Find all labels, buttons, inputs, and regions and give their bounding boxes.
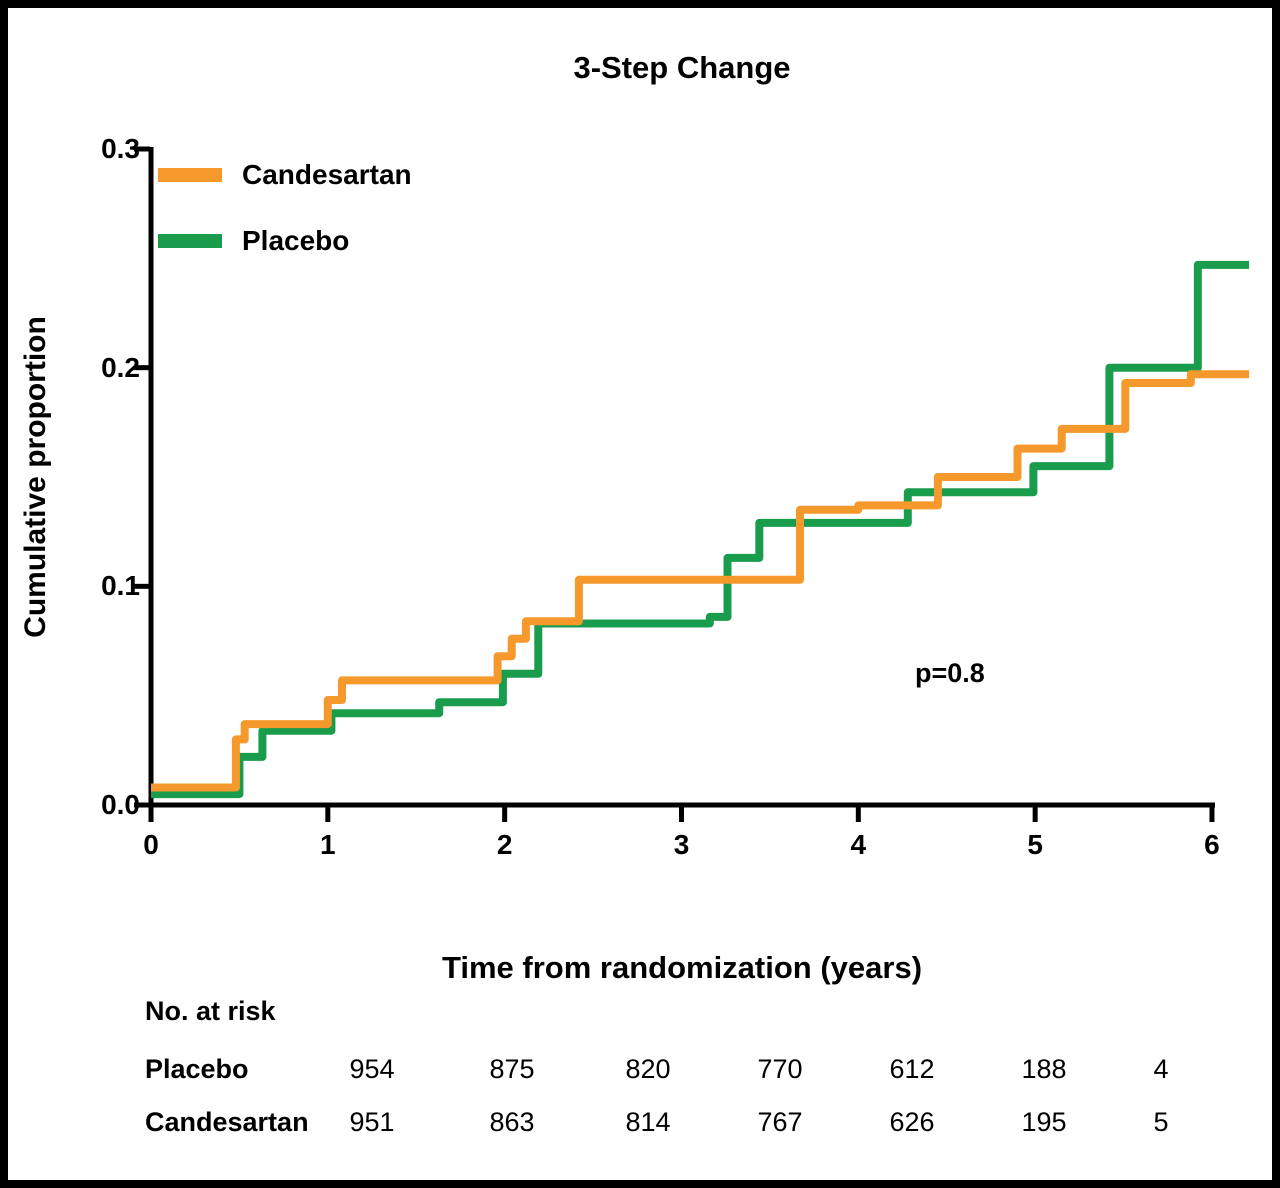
candesartan-line-swatch	[158, 168, 222, 182]
legend: Candesartan Placebo	[158, 158, 412, 290]
risk-count-candesartan-6: 5	[1153, 1107, 1169, 1137]
x-tick-label: 0	[143, 829, 159, 860]
risk-count-placebo-6: 4	[1153, 1054, 1169, 1084]
risk-row-label-placebo: Placebo	[145, 1054, 249, 1084]
risk-count-placebo-5: 188	[1021, 1054, 1067, 1084]
placebo-line-swatch	[158, 234, 222, 248]
risk-count-placebo-3: 770	[757, 1054, 803, 1084]
risk-count-candesartan-2: 814	[625, 1107, 671, 1137]
risk-count-candesartan-0: 951	[349, 1107, 395, 1137]
candesartan-curve	[151, 370, 1250, 792]
y-tick-label: 0.3	[101, 132, 140, 164]
x-tick-label: 2	[496, 829, 513, 860]
risk-count-placebo-1: 875	[489, 1054, 535, 1084]
y-tick-label: 0.1	[101, 570, 140, 602]
legend-label-placebo: Placebo	[242, 225, 350, 256]
p-value-annotation: p=0.8	[915, 658, 985, 688]
risk-count-candesartan-4: 626	[889, 1107, 935, 1137]
x-tick-label: 1	[320, 829, 336, 860]
risk-count-candesartan-3: 767	[757, 1107, 803, 1137]
risk-table-heading: No. at risk	[145, 996, 276, 1026]
risk-count-placebo-2: 820	[625, 1054, 671, 1084]
placebo-curve	[151, 260, 1250, 799]
risk-row-label-candesartan: Candesartan	[145, 1107, 309, 1137]
y-tick-label: 0.0	[101, 789, 140, 820]
risk-count-placebo-4: 612	[889, 1054, 935, 1084]
legend-item-placebo: Placebo	[158, 224, 412, 258]
y-tick-label: 0.2	[101, 351, 140, 383]
x-axis-title: Time from randomization (years)	[441, 950, 923, 985]
legend-item-candesartan: Candesartan	[158, 158, 412, 192]
x-tick-label: 3	[673, 829, 690, 860]
chart-title: 3-Step Change	[573, 50, 791, 85]
risk-count-placebo-0: 954	[349, 1054, 395, 1084]
x-tick-label: 4	[850, 829, 867, 860]
risk-count-candesartan-5: 195	[1021, 1107, 1067, 1137]
risk-count-candesartan-1: 863	[489, 1107, 535, 1137]
x-tick-label: 5	[1027, 829, 1043, 860]
legend-label-candesartan: Candesartan	[242, 159, 412, 190]
x-tick-label: 6	[1204, 829, 1220, 860]
